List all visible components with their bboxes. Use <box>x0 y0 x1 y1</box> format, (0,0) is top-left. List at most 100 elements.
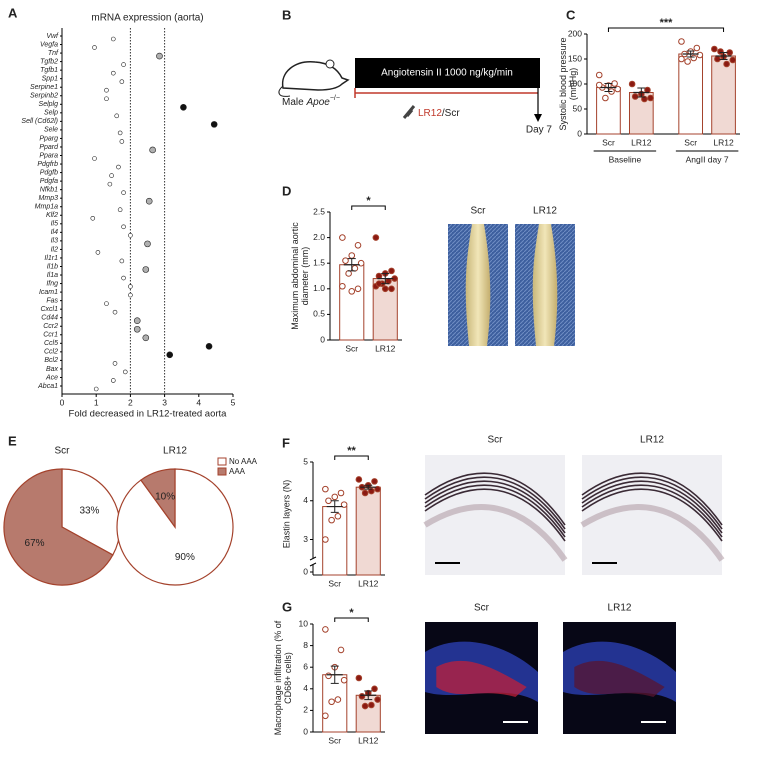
y-tick-label: Tgfb1 <box>40 67 58 74</box>
dot <box>205 343 213 350</box>
axis-break <box>309 562 317 567</box>
elastin-layer <box>581 472 723 526</box>
pie-slice <box>140 468 176 529</box>
data-point <box>355 674 363 682</box>
data-point <box>628 80 636 88</box>
data-point <box>322 485 329 493</box>
x-tick-label: Scr <box>328 735 341 745</box>
data-point <box>602 94 609 102</box>
legend-label: AAA <box>229 467 246 476</box>
y-tick-label: Pdgfrb <box>37 161 58 168</box>
dot <box>166 351 174 359</box>
data-point <box>322 536 329 543</box>
dot <box>109 173 114 178</box>
significance-label: *** <box>660 17 674 29</box>
dot <box>128 284 133 289</box>
dot <box>210 121 218 128</box>
pie-label: 67% <box>25 538 45 549</box>
dot <box>111 378 116 383</box>
y-tick-label: Nfkb1 <box>40 187 58 194</box>
mouse-tail <box>278 85 291 97</box>
significance-bracket <box>334 455 369 460</box>
dot <box>121 62 126 67</box>
dot <box>119 139 125 144</box>
x-tick-label: 2 <box>128 397 133 407</box>
pie-slice <box>3 468 114 586</box>
y-tick-label: Cxcl1 <box>40 306 58 313</box>
elastin-layer <box>424 484 566 538</box>
y-tick-label: Serpine1 <box>30 84 58 91</box>
drug: LR12 <box>418 108 442 119</box>
data-point <box>339 234 346 241</box>
y-tick-label: Mmp1a <box>35 204 58 211</box>
dot <box>117 130 123 136</box>
dot <box>119 258 125 264</box>
tissue-red <box>574 660 665 697</box>
data-point <box>647 94 654 102</box>
y-tick-label: Selp <box>44 110 58 117</box>
genotype: Apoe <box>305 97 330 108</box>
y-tick-label: Il3 <box>51 238 59 245</box>
dot <box>145 197 153 205</box>
data-point <box>388 285 395 293</box>
data-point <box>322 712 329 720</box>
y-tick-label: Il1b <box>47 263 58 270</box>
y-tick-label: Selplg <box>39 101 59 108</box>
dot <box>121 275 126 281</box>
dot <box>133 317 141 325</box>
data-point <box>334 512 342 520</box>
x-tick-label: LR12 <box>358 735 379 745</box>
pie-title: LR12 <box>163 446 187 457</box>
dot <box>121 224 126 230</box>
y-tick-label: 3 <box>303 534 308 544</box>
legend-swatch <box>217 467 227 476</box>
x-tick-label: LR12 <box>631 137 652 147</box>
data-point <box>339 282 346 290</box>
y-axis-label: Elastin layers (N) <box>281 479 291 548</box>
axis-break <box>309 556 317 561</box>
mouse-ear <box>325 59 335 69</box>
image-label: LR12 <box>608 603 632 614</box>
y-tick-label: 100 <box>568 78 582 88</box>
image-label: LR12 <box>640 435 664 446</box>
data-point <box>328 516 335 524</box>
x-axis-label: Fold decreased in LR12-treated aorta <box>69 409 228 420</box>
y-tick-label: Fas <box>46 297 58 304</box>
data-point <box>325 497 332 505</box>
dot <box>180 103 187 111</box>
y-tick-label: Ppard <box>39 144 59 151</box>
dot <box>142 334 150 342</box>
image-label: LR12 <box>533 206 557 217</box>
significance-label: * <box>366 195 371 207</box>
data-point <box>678 38 685 45</box>
bar <box>678 53 704 135</box>
data-point <box>351 265 359 272</box>
group-label: Baseline <box>609 154 642 164</box>
dot <box>133 325 141 333</box>
significance-label: * <box>349 607 354 619</box>
dot <box>121 190 126 195</box>
pie-title: Scr <box>55 446 71 457</box>
y-tick-label: Vegfa <box>40 41 58 48</box>
dot <box>111 36 116 42</box>
y-tick-label: Ppara <box>39 152 58 159</box>
x-tick-label: 1 <box>94 397 99 407</box>
x-tick-label: 5 <box>231 397 236 407</box>
elastin-layer <box>424 488 566 542</box>
data-point <box>595 81 603 89</box>
y-tick-label: 1.0 <box>313 283 325 293</box>
data-point <box>374 696 381 703</box>
significance-bracket <box>607 27 725 32</box>
data-point <box>371 478 378 485</box>
data-point <box>331 493 339 501</box>
panel-letter: A <box>8 5 18 20</box>
data-point <box>348 252 356 259</box>
endpoint-label: Day 7 <box>526 125 553 136</box>
dot <box>114 113 120 119</box>
dot <box>112 361 118 366</box>
data-point <box>328 698 335 706</box>
data-point <box>641 95 648 103</box>
x-tick-label: LR12 <box>713 137 734 147</box>
data-point <box>340 676 348 684</box>
dot <box>112 309 118 315</box>
